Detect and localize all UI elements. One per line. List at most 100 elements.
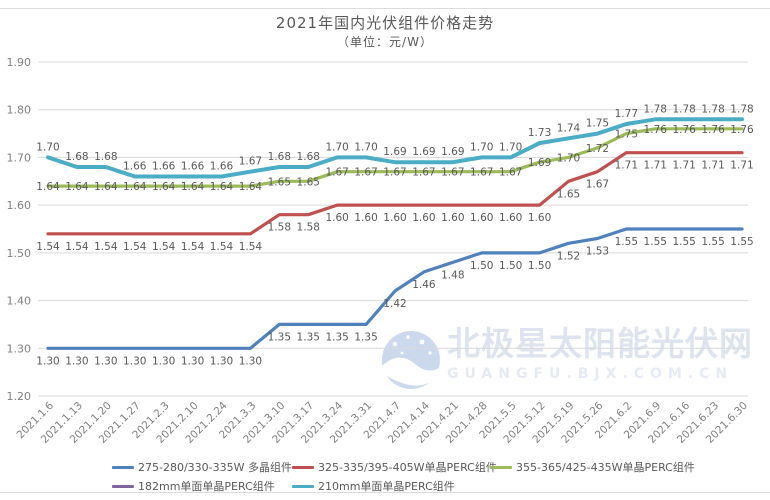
data-label: 1.67 (354, 167, 377, 179)
data-label: 1.67 (412, 167, 435, 179)
data-label: 1.54 (123, 241, 147, 253)
legend-marker (292, 484, 314, 488)
data-label: 1.68 (268, 151, 291, 163)
data-label: 1.71 (701, 160, 724, 172)
data-label: 1.55 (644, 236, 667, 248)
data-label: 1.77 (615, 108, 638, 120)
data-label: 1.64 (36, 181, 60, 193)
data-label: 1.67 (441, 167, 464, 179)
data-label: 1.60 (499, 212, 522, 224)
data-label: 1.50 (499, 260, 522, 272)
data-label: 1.71 (730, 160, 753, 172)
legend-marker (490, 465, 512, 469)
y-axis-tick-label: 1.40 (7, 295, 32, 308)
data-label: 1.64 (65, 181, 89, 193)
data-label: 1.60 (441, 212, 464, 224)
data-label: 1.48 (441, 269, 464, 281)
legend-item-3[interactable]: 182mm单面单晶PERC组件 (112, 478, 292, 494)
data-label: 1.78 (644, 103, 667, 115)
data-label: 1.42 (383, 298, 406, 310)
legend-label: 275-280/330-335W 多晶组件 (138, 461, 292, 474)
data-label: 1.30 (65, 355, 88, 367)
data-label: 1.54 (65, 241, 89, 253)
data-label: 1.75 (615, 129, 638, 141)
legend-marker (292, 465, 314, 469)
data-label: 1.67 (499, 167, 522, 179)
data-label: 1.78 (672, 103, 695, 115)
legend-label: 210mm单面单晶PERC组件 (318, 480, 455, 493)
data-label: 1.58 (297, 222, 320, 234)
data-label: 1.30 (152, 355, 175, 367)
top-divider (0, 8, 770, 9)
data-label: 1.64 (239, 181, 263, 193)
data-label: 1.68 (297, 151, 320, 163)
data-label: 1.55 (730, 236, 753, 248)
data-label: 1.70 (557, 152, 580, 164)
data-label: 1.54 (152, 241, 176, 253)
data-label: 1.60 (325, 212, 348, 224)
legend-marker (112, 465, 134, 469)
data-label: 1.65 (268, 176, 291, 188)
data-label: 1.71 (672, 160, 695, 172)
data-label: 1.30 (239, 355, 262, 367)
data-label: 1.70 (354, 141, 377, 153)
series-line-4 (46, 117, 744, 179)
data-label: 1.78 (701, 103, 724, 115)
data-label: 1.50 (528, 260, 551, 272)
y-axis-tick-label: 1.30 (7, 342, 32, 355)
legend-label: 325-335/395-405W单晶PERC组件 (318, 461, 497, 474)
data-label: 1.64 (210, 181, 234, 193)
data-label: 1.69 (412, 146, 435, 158)
data-label: 1.69 (441, 146, 464, 158)
series-line-1 (46, 151, 744, 236)
data-label: 1.35 (268, 331, 291, 343)
data-label: 1.60 (470, 212, 493, 224)
y-axis-tick-label: 1.60 (7, 199, 32, 212)
legend-item-2[interactable]: 355-365/425-435W单晶PERC组件 (490, 459, 695, 475)
data-label: 1.50 (470, 260, 493, 272)
data-label: 1.46 (412, 279, 436, 291)
legend-item-0[interactable]: 275-280/330-335W 多晶组件 (112, 459, 292, 475)
data-label: 1.67 (239, 156, 262, 168)
data-label: 1.55 (701, 236, 724, 248)
legend-label: 182mm单面单晶PERC组件 (138, 480, 275, 493)
data-label: 1.70 (36, 141, 59, 153)
data-label: 1.52 (557, 250, 580, 262)
y-axis-tick-label: 1.80 (7, 104, 32, 117)
data-label: 1.35 (354, 331, 377, 343)
data-label: 1.69 (383, 146, 406, 158)
data-label: 1.60 (354, 212, 377, 224)
data-label: 1.67 (383, 167, 406, 179)
data-label: 1.60 (528, 212, 551, 224)
data-label: 1.30 (36, 355, 59, 367)
data-label: 1.54 (210, 241, 234, 253)
data-label: 1.60 (383, 212, 406, 224)
y-axis-tick-label: 1.90 (7, 56, 32, 69)
data-label: 1.70 (499, 141, 522, 153)
y-axis-tick-label: 1.20 (7, 390, 32, 403)
data-label: 1.70 (470, 141, 493, 153)
data-label: 1.55 (615, 236, 638, 248)
chart-title: 2021年国内光伏组件价格走势 (275, 14, 495, 32)
data-label: 1.70 (325, 141, 348, 153)
data-label: 1.76 (701, 124, 725, 136)
series-line-0 (46, 227, 744, 350)
data-label: 1.64 (94, 181, 118, 193)
legend-item-1[interactable]: 325-335/395-405W单晶PERC组件 (292, 459, 497, 475)
data-label: 1.66 (210, 161, 234, 173)
data-label: 1.67 (586, 179, 609, 191)
legend-marker (112, 484, 134, 488)
legend-label: 355-365/425-435W单晶PERC组件 (516, 461, 695, 474)
data-label: 1.71 (644, 160, 667, 172)
data-label: 1.68 (65, 151, 88, 163)
data-label: 1.35 (325, 331, 348, 343)
data-label: 1.69 (528, 157, 551, 169)
data-label: 1.67 (470, 167, 493, 179)
chart-unit-subtitle: （单位：元/W） (337, 35, 433, 49)
data-label: 1.54 (181, 241, 205, 253)
legend-item-4[interactable]: 210mm单面单晶PERC组件 (292, 478, 490, 494)
data-label: 1.30 (123, 355, 146, 367)
data-label: 1.64 (152, 181, 176, 193)
data-label: 1.68 (94, 151, 117, 163)
